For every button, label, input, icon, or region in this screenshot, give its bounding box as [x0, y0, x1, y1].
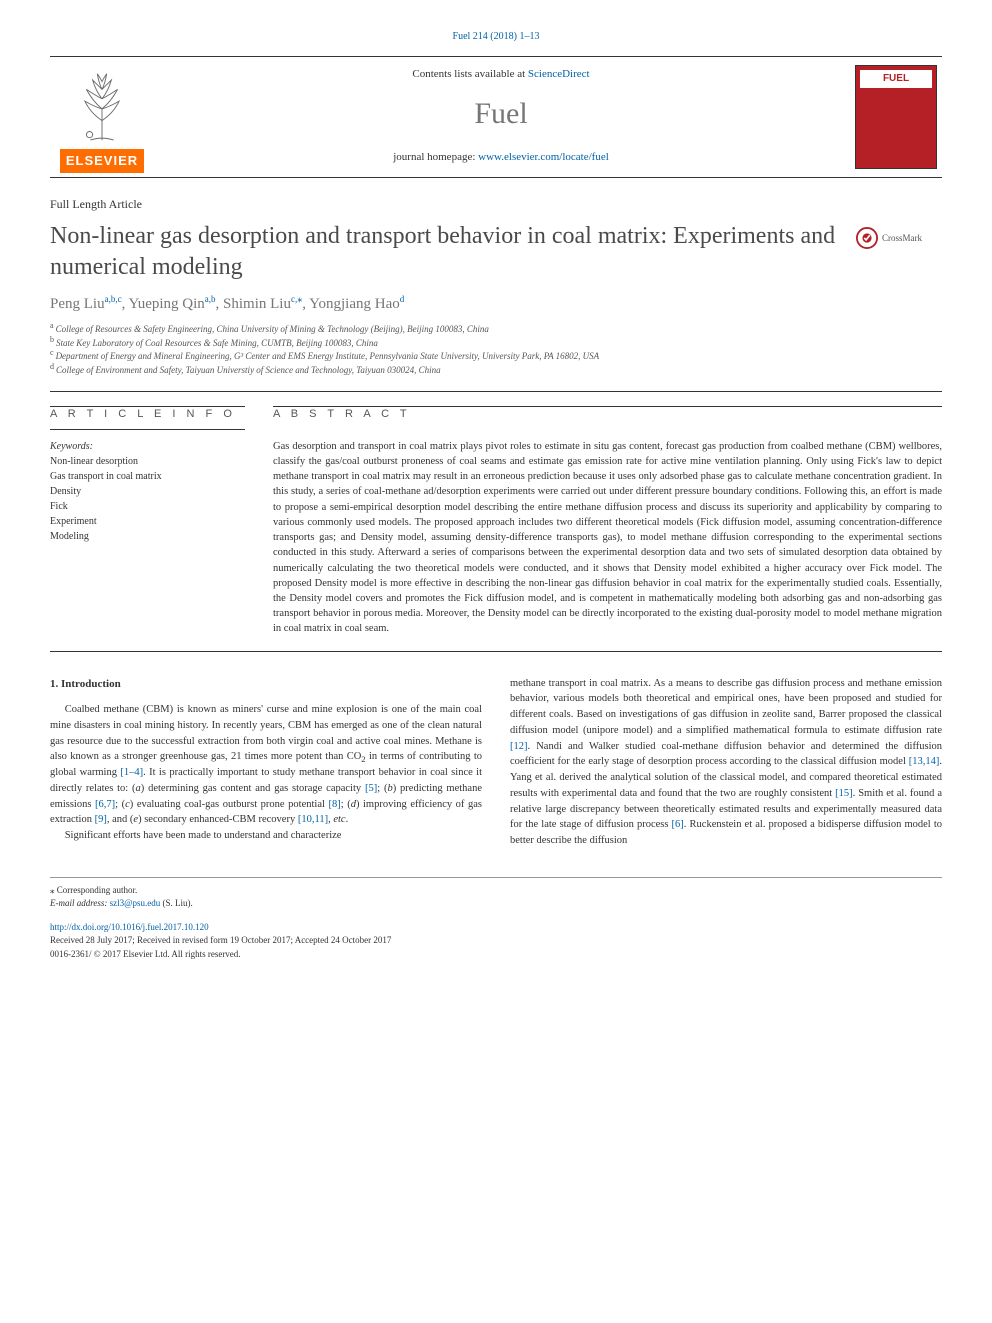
contents-available-line: Contents lists available at ScienceDirec…	[164, 67, 838, 82]
journal-cover-thumbnail: FUEL	[855, 65, 937, 169]
keyword: Gas transport in coal matrix	[50, 469, 245, 484]
journal-cover-block: FUEL	[842, 57, 942, 177]
corresponding-author-note: ⁎ Corresponding author.	[50, 884, 942, 898]
doi-link[interactable]: http://dx.doi.org/10.1016/j.fuel.2017.10…	[50, 922, 209, 932]
article-type: Full Length Article	[50, 196, 942, 213]
abstract-text: Gas desorption and transport in coal mat…	[273, 439, 942, 637]
contents-prefix: Contents lists available at	[412, 68, 527, 80]
abstract-label: A B S T R A C T	[273, 407, 942, 428]
keywords-label: Keywords:	[50, 440, 245, 454]
body-paragraph: Significant efforts have been made to un…	[50, 828, 482, 844]
affiliation: aCollege of Resources & Safety Engineeri…	[50, 323, 942, 337]
crossmark-badge[interactable]: CrossMark	[856, 227, 942, 249]
article-info-label: A R T I C L E I N F O	[50, 407, 245, 429]
journal-homepage-line: journal homepage: www.elsevier.com/locat…	[164, 150, 838, 165]
keyword: Density	[50, 484, 245, 499]
keyword: Modeling	[50, 529, 245, 544]
journal-homepage-link[interactable]: www.elsevier.com/locate/fuel	[478, 151, 609, 163]
affiliation: dCollege of Environment and Safety, Taiy…	[50, 364, 942, 378]
article-history: Received 28 July 2017; Received in revis…	[50, 934, 942, 948]
keyword: Experiment	[50, 514, 245, 529]
crossmark-icon	[856, 227, 878, 249]
elsevier-wordmark: ELSEVIER	[60, 149, 144, 173]
elsevier-tree-icon	[62, 65, 142, 145]
copyright-line: 0016-2361/ © 2017 Elsevier Ltd. All righ…	[50, 948, 942, 962]
journal-header: ELSEVIER Contents lists available at Sci…	[50, 56, 942, 178]
keywords-list: Non-linear desorption Gas transport in c…	[50, 454, 245, 544]
keyword: Non-linear desorption	[50, 454, 245, 469]
corresponding-email-link[interactable]: szl3@psu.edu	[110, 898, 161, 908]
email-label: E-mail address:	[50, 898, 110, 908]
issue-citation: Fuel 214 (2018) 1–13	[50, 30, 942, 44]
introduction-heading: 1. Introduction	[50, 676, 482, 693]
journal-header-center: Contents lists available at ScienceDirec…	[160, 57, 842, 177]
email-suffix: (S. Liu).	[160, 898, 193, 908]
affiliations: aCollege of Resources & Safety Engineeri…	[50, 323, 942, 377]
keyword: Fick	[50, 499, 245, 514]
body-paragraph: Coalbed methane (CBM) is known as miners…	[50, 702, 482, 828]
corresponding-email-line: E-mail address: szl3@psu.edu (S. Liu).	[50, 897, 942, 911]
journal-cover-title: FUEL	[860, 70, 932, 88]
article-footer: ⁎ Corresponding author. E-mail address: …	[50, 877, 942, 962]
author-list: Peng Liua,b,c, Yueping Qina,b, Shimin Li…	[50, 293, 942, 315]
crossmark-label: CrossMark	[882, 232, 922, 245]
affiliation: bState Key Laboratory of Coal Resources …	[50, 337, 942, 351]
article-body: 1. Introduction Coalbed methane (CBM) is…	[50, 676, 942, 849]
abstract-col: A B S T R A C T Gas desorption and trans…	[273, 406, 942, 636]
homepage-prefix: journal homepage:	[393, 151, 478, 163]
sciencedirect-link[interactable]: ScienceDirect	[528, 68, 590, 80]
article-info-col: A R T I C L E I N F O Keywords: Non-line…	[50, 406, 245, 636]
affiliation: cDepartment of Energy and Mineral Engine…	[50, 350, 942, 364]
info-abstract-block: A R T I C L E I N F O Keywords: Non-line…	[50, 391, 942, 651]
publisher-logo-block: ELSEVIER	[50, 57, 160, 177]
body-paragraph: methane transport in coal matrix. As a m…	[510, 676, 942, 849]
article-title: Non-linear gas desorption and transport …	[50, 221, 836, 283]
journal-name: Fuel	[164, 93, 838, 135]
issue-citation-link[interactable]: Fuel 214 (2018) 1–13	[453, 31, 540, 42]
